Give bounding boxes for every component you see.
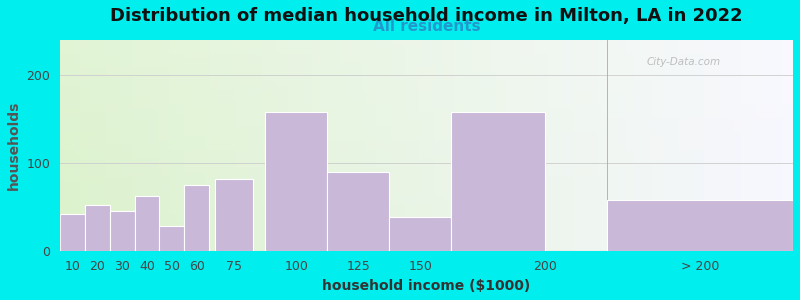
Bar [184,185,209,251]
Y-axis label: households: households [7,101,21,190]
Bar [134,196,159,251]
Bar [85,205,110,251]
Bar [327,172,390,251]
Text: All residents: All residents [373,19,480,34]
Bar [390,218,451,251]
Bar [265,112,327,251]
Bar [110,211,134,251]
Bar [60,214,85,251]
Bar [451,112,545,251]
X-axis label: household income ($1000): household income ($1000) [322,279,530,293]
Bar [159,226,184,251]
Bar [606,200,793,251]
Title: Distribution of median household income in Milton, LA in 2022: Distribution of median household income … [110,7,743,25]
Bar [215,179,253,251]
Text: City-Data.com: City-Data.com [646,57,721,67]
